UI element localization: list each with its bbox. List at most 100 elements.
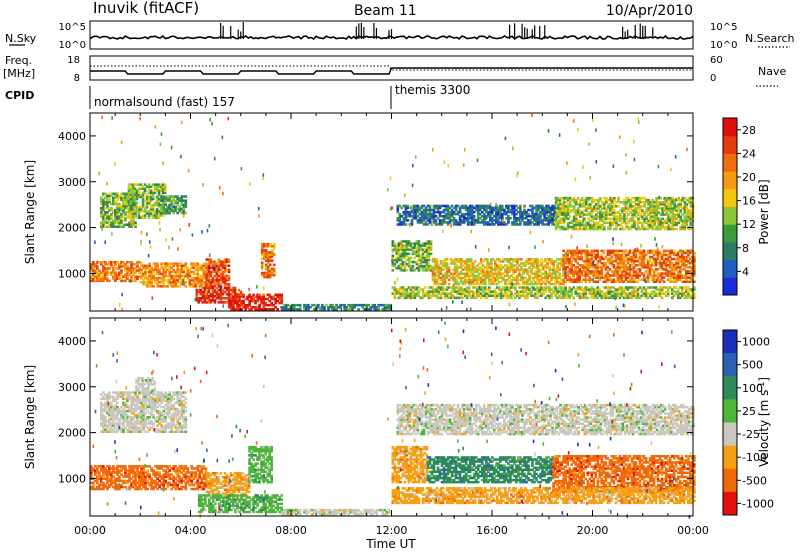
echo-cell — [126, 202, 129, 206]
echo-cell — [481, 272, 485, 275]
echo-cell — [628, 257, 632, 261]
echo-cell — [130, 225, 133, 228]
echo-cell — [393, 262, 397, 266]
echo-cell — [531, 217, 534, 220]
echo-cell — [558, 211, 562, 214]
echo-cell — [437, 266, 441, 269]
echo-cell — [197, 288, 201, 292]
echo-cell — [568, 211, 572, 214]
echo-cell — [157, 210, 161, 213]
echo-cell — [415, 262, 419, 266]
echo-cell — [137, 210, 141, 213]
nave-tick-top: 60 — [710, 55, 723, 66]
echo-cell — [464, 217, 468, 220]
echo-cell — [112, 198, 115, 202]
echo-cell — [576, 270, 579, 273]
echo-cell — [488, 278, 491, 282]
echo-cell — [495, 206, 498, 210]
echo-cell — [608, 278, 612, 281]
echo-cell — [547, 217, 550, 220]
echo-cell — [172, 199, 175, 202]
echo-cell — [414, 210, 418, 214]
echo-cell — [590, 266, 594, 269]
echo-cell — [149, 195, 153, 199]
echo-cell — [509, 217, 512, 220]
echo-cell — [574, 211, 578, 214]
echo-cell — [225, 286, 229, 290]
echo-cell — [534, 270, 537, 273]
echo-cell — [365, 306, 368, 309]
echo-cell — [131, 187, 135, 190]
echo-cell — [135, 195, 139, 199]
echo-cell — [685, 270, 688, 273]
echo-cell — [467, 294, 471, 297]
echo-cell — [537, 215, 540, 218]
echo-cell — [184, 274, 188, 278]
echo-cell — [541, 219, 544, 222]
echo-cell — [564, 211, 568, 214]
echo-cell — [430, 215, 434, 218]
echo-cell — [619, 223, 622, 227]
echo-cell — [529, 221, 532, 224]
echo-cell — [512, 268, 515, 271]
echo-cell — [207, 286, 211, 290]
echo-cell — [578, 227, 582, 231]
echo-cell — [215, 276, 219, 280]
echo-cell — [633, 211, 636, 214]
echo-cell — [463, 288, 467, 291]
echo-cell — [234, 308, 237, 311]
echo-cell — [434, 206, 438, 210]
echo-cell — [213, 270, 217, 274]
echo-cell — [94, 269, 97, 272]
echo-cell — [548, 294, 551, 297]
echo-cell — [432, 210, 436, 214]
echo-cell — [440, 215, 444, 218]
echo-cell — [666, 259, 670, 263]
echo-cell — [504, 274, 507, 278]
echo-cell — [419, 262, 423, 266]
echo-cell — [486, 292, 489, 295]
echo-cell — [687, 253, 690, 257]
echo-cell — [501, 223, 504, 226]
echo-cell — [596, 276, 600, 279]
echo-cell — [560, 203, 564, 206]
echo-cell — [149, 204, 153, 207]
echo-cell — [526, 282, 529, 286]
echo-cell — [627, 201, 630, 204]
echo-cell — [673, 203, 676, 206]
echo-cell — [605, 196, 608, 200]
echo-cell — [544, 260, 547, 263]
echo-cell — [566, 255, 569, 259]
echo-cell — [476, 221, 480, 224]
echo-cell — [339, 306, 342, 309]
echo-cell — [626, 274, 630, 277]
echo-cell — [262, 257, 266, 260]
echo-cell — [440, 219, 444, 222]
echo-cell — [421, 296, 425, 300]
echo-cell — [268, 255, 272, 258]
echo-cell — [616, 255, 620, 259]
echo-cell — [457, 266, 461, 269]
echo-cell — [278, 295, 281, 299]
echo-cell — [689, 215, 693, 218]
echo-cell — [682, 280, 686, 283]
echo-cell — [375, 308, 378, 311]
echo-cell — [612, 259, 616, 263]
echo-cell — [155, 210, 159, 213]
echo-cell — [473, 296, 477, 300]
echo-cell — [149, 214, 153, 217]
echo-cell — [391, 248, 395, 251]
echo-cell — [479, 282, 483, 286]
echo-cell — [168, 283, 171, 286]
echo-cell — [642, 249, 646, 253]
echo-cell — [172, 262, 175, 265]
echo-cell — [663, 205, 666, 208]
echo-cell — [517, 206, 520, 210]
echo-cell — [595, 213, 598, 216]
echo-cell — [475, 280, 479, 284]
echo-cell — [420, 212, 424, 216]
echo-cell — [127, 191, 131, 195]
echo-cell — [523, 208, 526, 212]
echo-cell — [534, 276, 537, 280]
echo-cell — [570, 268, 573, 271]
